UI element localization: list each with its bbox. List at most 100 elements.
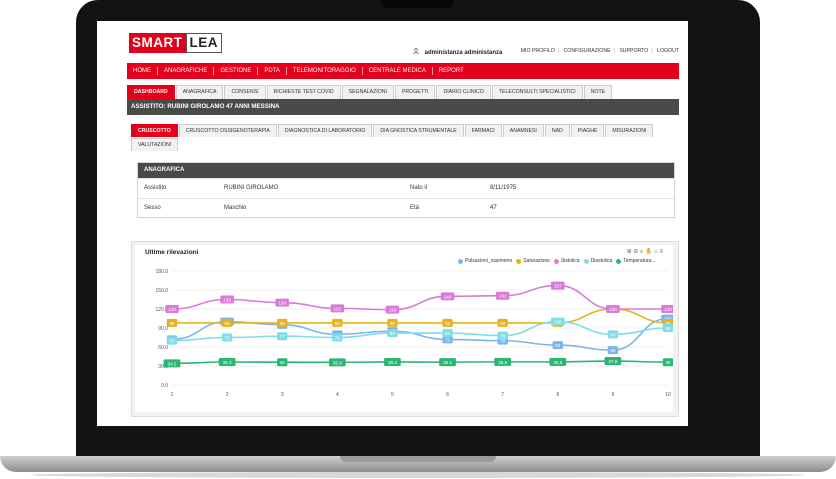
legend-item[interactable]: Saturazione xyxy=(516,258,550,264)
link-configurazione[interactable]: CONFIGURAZIONE xyxy=(563,48,611,54)
nav-report[interactable]: REPORT xyxy=(438,68,464,74)
data-label-box xyxy=(328,358,346,367)
magnifier-icon[interactable]: ⌕ xyxy=(639,249,644,255)
data-label: 36.5 xyxy=(498,360,507,365)
logo-part-lea: LEA xyxy=(185,33,222,53)
home-icon[interactable]: ⌂ xyxy=(654,249,658,255)
data-label-box xyxy=(384,357,401,366)
tab-misurazioni[interactable]: MISURAZIONI xyxy=(605,124,654,137)
tab-diario-clinico[interactable]: DIARIO CLINICO xyxy=(436,85,491,99)
legend-item[interactable]: Temperatura... xyxy=(616,258,656,264)
data-label-box xyxy=(220,295,234,304)
laptop-shadow xyxy=(30,472,806,478)
data-label-box xyxy=(607,346,619,355)
tab-dashboard[interactable]: DASHBOARD xyxy=(127,85,175,99)
zoom-out-icon[interactable]: ⊖ xyxy=(633,249,639,255)
data-label-box xyxy=(163,359,181,368)
data-label-box xyxy=(497,331,508,340)
anagrafica-title: ANAGRAFICA xyxy=(138,163,674,178)
nav-anagrafiche[interactable]: ANAGRAFICHE xyxy=(158,67,215,75)
data-label-box xyxy=(604,357,622,366)
legend-item[interactable]: Pulsazioni_ossimetro xyxy=(458,258,512,264)
tab-note[interactable]: NOTE xyxy=(583,85,613,99)
laptop-opening-notch xyxy=(340,456,496,462)
data-label: 35.8 xyxy=(333,360,342,365)
data-label-box xyxy=(606,305,620,313)
label-sesso: Sesso xyxy=(144,205,161,211)
y-tick-label: 60.0 xyxy=(158,345,168,351)
data-label-box xyxy=(166,318,178,327)
nav-home[interactable]: HOME xyxy=(127,67,158,75)
label-assistito: Assistito xyxy=(144,185,167,191)
data-label: 100 xyxy=(554,320,562,325)
data-label: 36.4 xyxy=(388,360,397,365)
pan-hand-icon[interactable]: ✋ xyxy=(645,249,653,255)
tab-consensi[interactable]: CONSENSI xyxy=(224,85,266,99)
tab-anagrafica[interactable]: ANAGRAFICA xyxy=(175,85,224,99)
tab-anamnesi[interactable]: ANAMNESI xyxy=(502,124,544,137)
legend-dot xyxy=(516,258,522,264)
data-label: 70 xyxy=(169,339,175,344)
user-info[interactable]: administanza administanza xyxy=(413,48,502,56)
data-label: 37.8 xyxy=(608,359,617,364)
tab-richieste-test-covid[interactable]: RICHIESTE TEST COVID xyxy=(266,85,341,99)
data-label-box xyxy=(495,291,510,300)
data-label: 98 xyxy=(665,321,671,326)
data-label: 72 xyxy=(445,337,451,342)
tab-progetti[interactable]: PROGETTI xyxy=(394,85,436,99)
tab-valutazioni[interactable]: VALUTAZIONI xyxy=(131,138,179,151)
menu-icon[interactable]: ≡ xyxy=(659,249,663,255)
data-label: 63 xyxy=(555,343,561,348)
tab-piaghe[interactable]: PIAGHE xyxy=(570,124,605,137)
tab-teleconsulti-specialistici[interactable]: TELECONSULTI SPECIALISTICI xyxy=(491,85,583,99)
data-label-box xyxy=(552,341,563,350)
tab-nad[interactable]: NAD xyxy=(544,124,570,137)
nav-gestione[interactable]: GESTIONE xyxy=(214,67,259,75)
value-sesso: Maschio xyxy=(224,205,247,211)
data-label-box xyxy=(275,298,290,307)
data-label: 135 xyxy=(223,298,231,303)
link-supporto[interactable]: SUPPORTO xyxy=(619,48,649,54)
data-label: 98 xyxy=(390,321,396,326)
app-logo[interactable]: SMART LEA xyxy=(129,33,222,53)
tab-cruscotto[interactable]: CRUSCOTTO xyxy=(131,124,178,137)
y-tick-label: 150.0 xyxy=(155,288,168,294)
tab-segnalazioni[interactable]: SEGNALAZIONI xyxy=(341,85,394,99)
data-label-box xyxy=(221,318,233,327)
nav-pdta[interactable]: PDTA xyxy=(258,67,287,75)
user-icon xyxy=(413,48,419,54)
y-tick-label: 0.0 xyxy=(161,383,168,389)
data-label: 36.1 xyxy=(443,360,452,365)
tab-diagnostica-strumentale[interactable]: DIA GNOSTICA STRUMENTALE xyxy=(373,124,464,137)
tab-farmaci[interactable]: FARMACI xyxy=(464,124,502,137)
zoom-in-icon[interactable]: ⊕ xyxy=(626,249,632,255)
data-label: 98 xyxy=(335,321,341,326)
nav-centrale-medica[interactable]: CENTRALE MEDICA xyxy=(363,67,433,75)
tab-cruscotto-ossigenoterapia[interactable]: CRUSCOTTO OSSIGENOTERAPIA xyxy=(178,124,277,137)
link-logout[interactable]: LOGOUT xyxy=(657,48,679,54)
anagrafica-row: Assistito RUBINI GIROLAMO Nato il 8/11/1… xyxy=(138,178,674,198)
data-label-box xyxy=(440,292,455,301)
chart-legend: Pulsazioni_ossimetro Saturazione Sistoli… xyxy=(458,258,660,264)
value-nato-il: 8/11/1975 xyxy=(490,185,517,191)
data-label: 75 xyxy=(335,336,341,341)
data-label: 98 xyxy=(500,321,506,326)
tab-diagnostica-laboratorio[interactable]: DIAGNOSTICA DI LABORATORIO xyxy=(277,124,373,137)
nav-telemonitoraggio[interactable]: TELEMONITORAGGIO xyxy=(287,67,363,75)
link-mio-profilo[interactable]: MIO PROFILO xyxy=(520,48,555,54)
legend-label: Temperatura... xyxy=(623,258,656,264)
legend-item[interactable]: Sistolica xyxy=(553,258,580,264)
data-label-box xyxy=(166,336,178,345)
x-tick-label: 1 xyxy=(171,392,174,398)
top-links: MIO PROFILO | CONFIGURAZIONE | SUPPORTO | L… xyxy=(520,48,679,54)
camera-notch xyxy=(382,0,454,8)
data-label-box xyxy=(549,357,567,366)
legend-item[interactable]: Diastolica xyxy=(583,258,612,264)
data-label: 98 xyxy=(169,321,175,326)
data-label: 120 xyxy=(664,307,672,312)
x-tick-label: 9 xyxy=(611,392,614,398)
laptop-base xyxy=(0,456,836,472)
data-label: 82 xyxy=(390,331,396,336)
data-label-box xyxy=(607,330,619,339)
